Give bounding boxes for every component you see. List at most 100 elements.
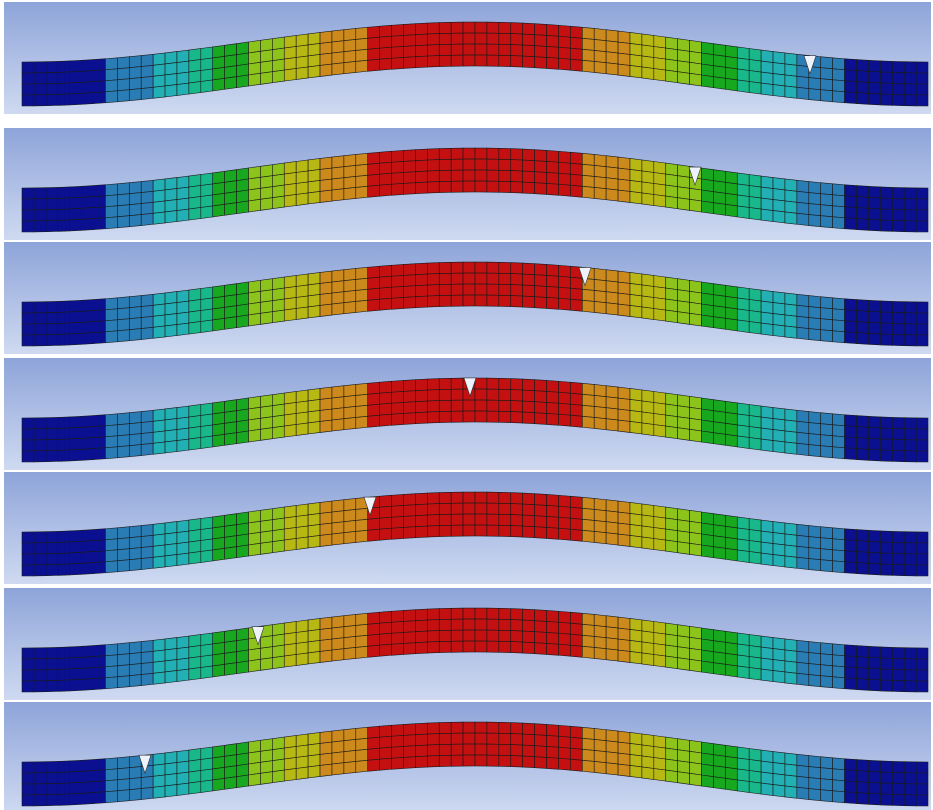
- mesh-element: [475, 619, 487, 630]
- mesh-element: [678, 761, 690, 774]
- mesh-element: [58, 450, 70, 461]
- mesh-element: [702, 742, 714, 755]
- mesh-element: [547, 380, 559, 392]
- mesh-element: [558, 622, 570, 634]
- mesh-element: [618, 764, 630, 776]
- mesh-element: [332, 30, 344, 42]
- mesh-element: [821, 330, 833, 342]
- mesh-element: [368, 277, 380, 289]
- mesh-element: [415, 642, 427, 654]
- mesh-element: [213, 631, 225, 644]
- mesh-element: [690, 291, 702, 304]
- mesh-element: [487, 619, 499, 630]
- mesh-element: [785, 201, 797, 213]
- mesh-element: [487, 284, 499, 295]
- mesh-element: [296, 653, 308, 666]
- mesh-element: [403, 150, 415, 162]
- mesh-element: [22, 565, 34, 576]
- mesh-element: [415, 285, 427, 297]
- mesh-element: [249, 188, 261, 201]
- mesh-element: [582, 624, 594, 636]
- mesh-element: [392, 505, 404, 517]
- mesh-element: [880, 553, 892, 564]
- mesh-element: [892, 72, 904, 83]
- mesh-element: [129, 204, 141, 216]
- mesh-element: [737, 550, 749, 563]
- mesh-element: [594, 531, 606, 543]
- mesh-element: [582, 38, 594, 50]
- mesh-element: [427, 160, 439, 171]
- mesh-element: [618, 501, 630, 513]
- mesh-element: [46, 542, 58, 553]
- mesh-element: [654, 162, 666, 175]
- mesh-element: [34, 648, 46, 659]
- mesh-element: [451, 619, 463, 630]
- mesh-element: [868, 449, 880, 461]
- mesh-element: [904, 762, 916, 773]
- mesh-element: [618, 523, 630, 535]
- mesh-element: [702, 190, 714, 203]
- mesh-element: [785, 639, 797, 651]
- mesh-element: [690, 313, 702, 326]
- mesh-element: [249, 543, 261, 556]
- mesh-element: [237, 64, 249, 77]
- mesh-element: [463, 411, 475, 422]
- mesh-element: [70, 416, 82, 428]
- mesh-element: [678, 509, 690, 522]
- mesh-element: [821, 549, 833, 561]
- mesh-element: [904, 221, 916, 232]
- mesh-element: [821, 527, 833, 539]
- mesh-element: [833, 184, 845, 196]
- mesh-element: [761, 406, 773, 418]
- mesh-element: [463, 722, 475, 733]
- mesh-element: [141, 432, 153, 444]
- mesh-element: [451, 181, 463, 192]
- mesh-element: [868, 322, 880, 334]
- mesh-element: [356, 267, 368, 279]
- mesh-element: [892, 220, 904, 231]
- mesh-element: [177, 439, 189, 451]
- mesh-element: [105, 677, 117, 689]
- mesh-element: [690, 521, 702, 534]
- mesh-element: [558, 184, 570, 196]
- mesh-element: [34, 532, 46, 543]
- mesh-element: [523, 734, 535, 746]
- mesh-element: [606, 41, 618, 53]
- mesh-element: [797, 787, 809, 799]
- mesh-element: [368, 393, 380, 405]
- mesh-element: [690, 543, 702, 556]
- mesh-element: [880, 658, 892, 669]
- mesh-element: [582, 635, 594, 647]
- mesh-element: [618, 282, 630, 294]
- mesh-element: [284, 36, 296, 49]
- mesh-element: [225, 411, 237, 424]
- mesh-element: [702, 53, 714, 66]
- mesh-element: [785, 304, 797, 316]
- mesh-element: [547, 632, 559, 644]
- mesh-element: [82, 416, 94, 428]
- mesh-element: [523, 620, 535, 632]
- mesh-element: [868, 197, 880, 209]
- mesh-element: [725, 67, 737, 80]
- mesh-element: [570, 59, 582, 71]
- mesh-element: [129, 67, 141, 79]
- mesh-element: [46, 439, 58, 450]
- mesh-element: [189, 781, 201, 794]
- mesh-element: [737, 414, 749, 427]
- mesh-element: [117, 216, 129, 228]
- mesh-element: [320, 64, 332, 76]
- mesh-element: [702, 523, 714, 536]
- mesh-element: [189, 70, 201, 83]
- mesh-element: [415, 609, 427, 621]
- mesh-element: [570, 26, 582, 38]
- mesh-element: [34, 210, 46, 221]
- mesh-element: [177, 198, 189, 210]
- mesh-element: [523, 56, 535, 68]
- mesh-element: [582, 530, 594, 542]
- mesh-element: [904, 313, 916, 324]
- mesh-element: [70, 219, 82, 231]
- mesh-element: [213, 296, 225, 309]
- mesh-element: [904, 543, 916, 554]
- mesh-element: [558, 298, 570, 310]
- mesh-element: [368, 152, 380, 164]
